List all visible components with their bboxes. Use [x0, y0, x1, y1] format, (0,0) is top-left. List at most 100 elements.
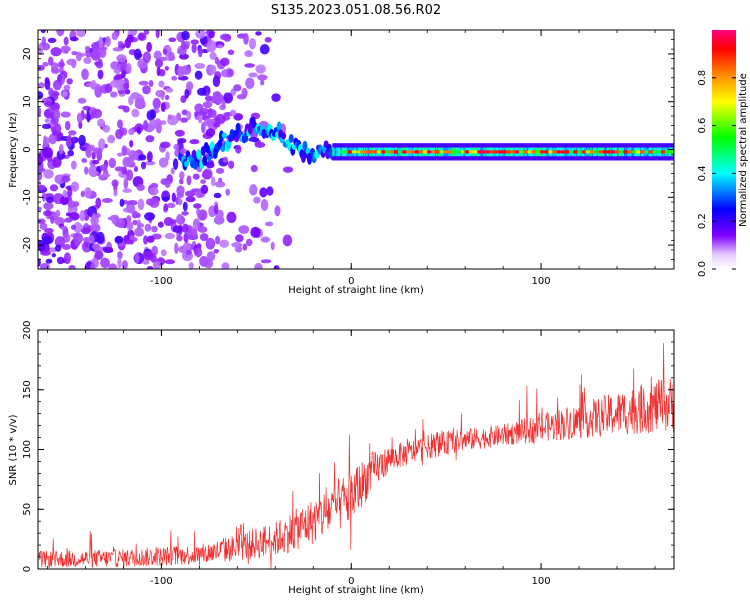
noise-cell: [184, 88, 190, 99]
noise-cell: [197, 47, 203, 58]
noise-cell: [202, 101, 213, 109]
noise-cell: [80, 190, 86, 198]
noise-cell: [91, 151, 96, 160]
noise-cell: [174, 242, 179, 255]
noise-cell: [126, 63, 132, 74]
noise-cell: [196, 208, 201, 216]
noise-cell: [45, 227, 54, 233]
noise-cell: [133, 48, 142, 61]
trace-cell: [218, 130, 224, 143]
noise-cell: [117, 257, 122, 269]
noise-cell: [207, 108, 217, 118]
noise-cell: [254, 262, 263, 269]
noise-cell: [119, 126, 124, 137]
noise-cell: [196, 87, 207, 96]
line-peak-cell: [648, 150, 654, 154]
noise-cell: [60, 226, 68, 231]
noise-cell: [45, 258, 53, 264]
noise-cell: [144, 160, 156, 166]
noise-cell: [238, 225, 250, 234]
line-peak-cell: [556, 150, 562, 154]
noise-cell: [255, 64, 266, 74]
noise-cell: [248, 72, 258, 78]
noise-cell: [259, 44, 270, 55]
noise-cell: [219, 210, 224, 217]
noise-cell: [44, 118, 50, 123]
noise-cell: [160, 102, 166, 113]
y-tick-label: 0: [22, 146, 33, 152]
y-tick-label: 0: [22, 566, 33, 572]
line-peak-cell: [468, 150, 474, 154]
noise-cell: [113, 189, 118, 197]
noise-cell: [245, 238, 253, 247]
noise-cell: [182, 241, 191, 252]
noise-cell: [146, 235, 155, 243]
colorbar-tick-label: 0.6: [697, 118, 708, 134]
noise-cell: [38, 91, 44, 100]
noise-cell: [92, 147, 103, 155]
noise-cell: [170, 167, 175, 175]
noise-cell: [39, 222, 48, 231]
trace-cell: [196, 148, 202, 160]
noise-cell: [243, 33, 249, 45]
noise-cell: [228, 68, 234, 77]
line-peak-cell: [493, 150, 499, 154]
noise-cell: [84, 166, 89, 175]
noise-cell: [94, 250, 104, 260]
line-band-mid: [336, 147, 339, 157]
noise-cell: [242, 243, 248, 251]
noise-cell: [73, 222, 83, 233]
y-tick-label: 50: [22, 503, 33, 516]
noise-cell: [109, 215, 116, 222]
noise-cell: [100, 257, 110, 269]
noise-cell: [152, 260, 161, 269]
noise-cell: [163, 216, 174, 227]
noise-cell: [102, 246, 114, 253]
noise-cell: [44, 78, 51, 90]
noise-cell: [70, 160, 77, 170]
y-tick-label: 20: [22, 48, 33, 61]
noise-cell: [95, 197, 102, 209]
noise-cell: [121, 145, 128, 156]
line-peak-cell: [581, 150, 587, 154]
noise-cell: [149, 187, 159, 196]
noise-cell: [161, 196, 170, 201]
noise-cell: [49, 184, 59, 192]
noise-cell: [131, 108, 140, 118]
snr-series-line: [38, 343, 674, 569]
noise-cell: [69, 36, 79, 42]
noise-cell: [153, 50, 162, 60]
noise-cell: [271, 93, 281, 102]
noise-cell: [260, 259, 272, 264]
noise-cell: [157, 221, 164, 228]
noise-cell: [41, 235, 53, 245]
noise-cell: [249, 184, 258, 196]
noise-cell: [40, 263, 50, 269]
noise-cell: [145, 135, 155, 143]
noise-cell: [182, 201, 188, 212]
line-peak-cell: [510, 150, 516, 154]
line-peak-cell: [502, 150, 508, 154]
noise-cell: [200, 184, 209, 194]
noise-cell: [185, 249, 192, 256]
noise-cell: [225, 188, 231, 196]
noise-cell: [236, 94, 247, 100]
noise-cell: [214, 113, 226, 125]
noise-cell: [158, 157, 169, 168]
noise-cell: [184, 190, 196, 197]
line-peak-cell: [339, 150, 345, 154]
noise-cell: [209, 51, 217, 60]
noise-cell: [199, 233, 209, 242]
noise-cell: [177, 65, 185, 78]
noise-cell: [144, 212, 156, 221]
noise-cell: [214, 56, 220, 65]
noise-cell: [259, 187, 268, 198]
noise-cell: [42, 147, 54, 159]
line-peak-cell: [393, 150, 399, 154]
noise-cell: [43, 169, 54, 179]
line-peak-cell: [564, 150, 570, 154]
noise-cell: [180, 117, 189, 123]
noise-cell: [244, 63, 255, 68]
noise-cell: [43, 101, 53, 108]
noise-cell: [138, 80, 149, 86]
